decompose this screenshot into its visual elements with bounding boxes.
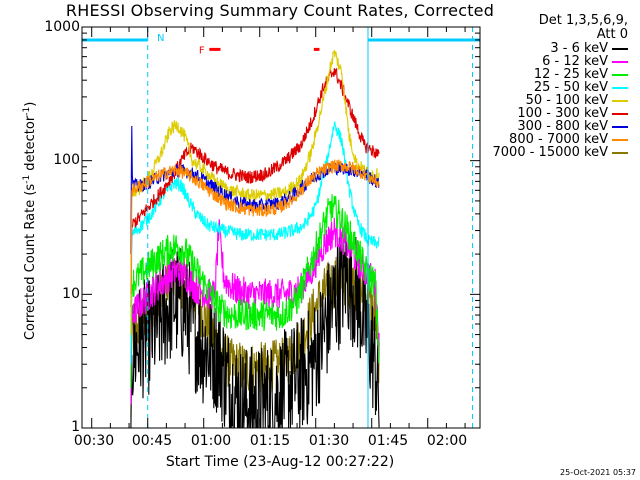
legend-item: 50 - 100 keV [486, 94, 628, 107]
generation-timestamp: 25-Oct-2021 05:37 [560, 468, 636, 477]
x-axis-label: Start Time (23-Aug-12 00:27:22) [165, 454, 395, 470]
legend-swatch [612, 126, 628, 128]
legend-item: 3 - 6 keV [486, 42, 628, 55]
legend-item: 800 - 7000 keV [486, 133, 628, 146]
series-line [130, 159, 380, 295]
legend-item: 300 - 800 keV [486, 120, 628, 133]
x-tick-label: 01:15 [249, 433, 291, 449]
legend-item: 12 - 25 keV [486, 68, 628, 81]
legend-item: 6 - 12 keV [486, 55, 628, 68]
detector-info: Det 1,3,5,6,9, [538, 13, 628, 28]
legend-label: 300 - 800 keV [517, 119, 608, 134]
legend-item: 25 - 50 keV [486, 81, 628, 94]
series-line [130, 50, 380, 335]
x-tick-label: 01:30 [308, 433, 350, 449]
legend-label: 12 - 25 keV [533, 67, 608, 82]
series-line [130, 194, 380, 388]
legend-item: 100 - 300 keV [486, 107, 628, 120]
y-tick-label: 10 [62, 286, 80, 302]
legend-swatch [612, 152, 628, 154]
legend-label: 6 - 12 keV [542, 54, 608, 69]
x-tick-label: 01:45 [367, 433, 409, 449]
y-axis-label: Corrected Count Rate (s-1 detector-1) [21, 101, 39, 341]
legend-label: 50 - 100 keV [525, 93, 608, 108]
legend-swatch [612, 74, 628, 76]
night-label: N [157, 33, 164, 44]
legend-swatch [612, 48, 628, 50]
flag-label: F [199, 45, 205, 56]
legend-swatch [612, 139, 628, 141]
x-tick-label: 02:00 [426, 433, 468, 449]
legend-item: 7000 - 15000 keV [486, 146, 628, 159]
plot-frame [81, 26, 481, 429]
chart-title: RHESSI Observing Summary Count Rates, Co… [65, 1, 495, 20]
legend-label: 800 - 7000 keV [509, 132, 608, 147]
legend-swatch [612, 87, 628, 89]
y-tick-label: 1000 [44, 19, 80, 35]
x-tick-label: 00:45 [131, 433, 173, 449]
legend-label: 100 - 300 keV [517, 106, 608, 121]
x-tick-label: 01:00 [190, 433, 232, 449]
legend-swatch [612, 113, 628, 115]
attenuator-info: Att 0 [596, 27, 628, 42]
legend-swatch [612, 100, 628, 102]
legend-swatch [612, 61, 628, 63]
legend-label: 25 - 50 keV [533, 80, 608, 95]
legend-label: 7000 - 15000 keV [492, 145, 608, 160]
legend-label: 3 - 6 keV [550, 41, 608, 56]
x-tick-label: 00:30 [73, 433, 115, 449]
series-line [130, 67, 380, 308]
y-tick-label: 1 [71, 419, 80, 435]
y-tick-label: 100 [53, 152, 80, 168]
